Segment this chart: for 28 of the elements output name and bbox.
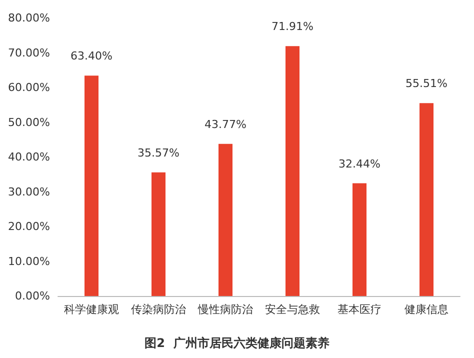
x-tick-label: 安全与急救 xyxy=(265,303,320,316)
x-tick-label: 健康信息 xyxy=(404,303,448,316)
y-tick-label: 30.00% xyxy=(8,185,50,198)
data-label: 71.91% xyxy=(272,20,314,34)
x-tick-label: 基本医疗 xyxy=(338,303,382,316)
y-tick-label: 60.00% xyxy=(8,81,50,94)
y-tick-label: 50.00% xyxy=(8,116,50,129)
bar xyxy=(84,76,98,296)
bar xyxy=(352,183,366,296)
bar xyxy=(286,46,300,296)
data-label: 55.51% xyxy=(406,77,448,90)
bar xyxy=(152,172,166,296)
bar xyxy=(218,144,232,296)
data-label: 35.57% xyxy=(138,146,180,160)
y-tick-label: 70.00% xyxy=(8,46,50,60)
data-label: 63.40% xyxy=(70,50,112,63)
y-tick-label: 20.00% xyxy=(8,220,50,233)
y-tick-label: 40.00% xyxy=(8,150,50,164)
x-tick-label: 科学健康观 xyxy=(64,303,119,316)
x-tick-label: 传染病防治 xyxy=(131,303,186,316)
y-tick-label: 80.00% xyxy=(8,12,50,24)
x-tick-label: 慢性病防治 xyxy=(197,303,253,316)
y-tick-label: 10.00% xyxy=(8,254,50,268)
data-label: 32.44% xyxy=(338,157,380,170)
bar xyxy=(420,103,434,296)
data-label: 43.77% xyxy=(204,118,246,131)
y-tick-label: 0.00% xyxy=(15,290,50,302)
text: 图2 广州市居民六类健康问题素养 xyxy=(144,336,330,350)
